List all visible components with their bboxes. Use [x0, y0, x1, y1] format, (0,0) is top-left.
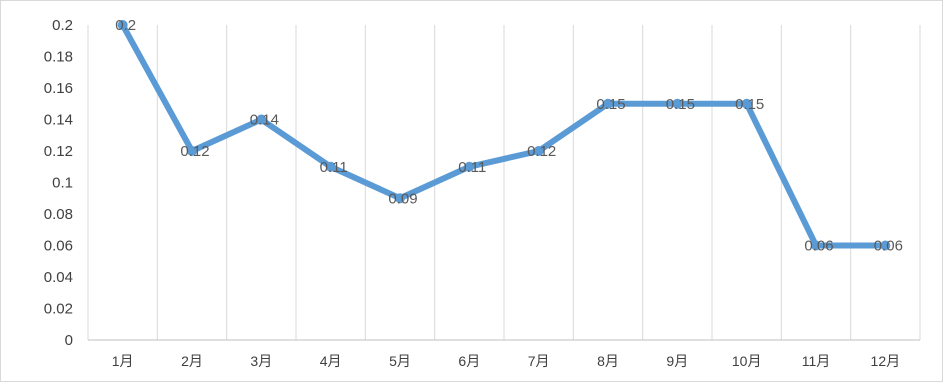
data-label: 0.06	[804, 238, 833, 255]
x-tick-label: 12月	[871, 353, 901, 369]
series-line	[119, 22, 889, 249]
data-label: 0.11	[320, 159, 348, 176]
data-label: 0.12	[180, 143, 209, 160]
y-tick-label: 0.2	[52, 17, 73, 34]
y-tick-label: 0.1	[52, 175, 73, 192]
y-tick-label: 0.02	[44, 301, 73, 318]
data-labels: 0.2 0.12 0.14 0.11 0.09 0.11 0.12 0.15 0.15 0.15 0…	[115, 17, 903, 255]
x-tick-label: 11月	[802, 353, 831, 369]
x-tick-label: 4月	[320, 353, 342, 369]
y-tick-label: 0.08	[44, 206, 73, 223]
data-label: 0.06	[874, 238, 903, 255]
series	[117, 20, 891, 251]
x-tick-label: 1月	[112, 353, 134, 369]
data-point	[117, 20, 128, 30]
y-tick-label: 0.14	[44, 112, 73, 129]
x-tick-label: 8月	[597, 353, 619, 369]
y-tick-label: 0.06	[44, 238, 73, 255]
data-label: 0.2	[115, 17, 136, 34]
y-tick-label: 0	[65, 332, 73, 349]
data-point	[464, 161, 475, 172]
data-label: 0.09	[388, 190, 417, 207]
data-label: 0.11	[458, 159, 486, 176]
data-point	[880, 240, 891, 251]
data-point	[811, 240, 821, 251]
x-tick-label: 5月	[389, 353, 411, 369]
data-label: 0.12	[527, 143, 556, 160]
x-tick-label: 3月	[250, 353, 272, 369]
y-tick-label: 0.18	[44, 49, 73, 66]
x-tick-label: 2月	[181, 353, 203, 369]
data-point	[741, 98, 752, 109]
data-point	[395, 193, 405, 204]
y-tick-label: 0.16	[44, 80, 73, 97]
data-point	[256, 114, 267, 125]
data-label: 0.15	[666, 96, 695, 113]
gridlines	[87, 25, 921, 340]
x-tick-label: 6月	[458, 353, 480, 369]
y-tick-labels: 0 0.02 0.04 0.06 0.08 0.1 0.12 0.14 0.16 0.18 0.2	[44, 17, 73, 349]
data-point	[187, 146, 197, 156]
data-label: 0.15	[735, 96, 764, 113]
data-label: 0.14	[250, 112, 279, 129]
data-point	[672, 98, 683, 109]
x-tick-label: 9月	[666, 353, 688, 369]
data-point	[325, 161, 336, 172]
x-tick-label: 10月	[732, 353, 762, 369]
y-tick-label: 0.04	[44, 269, 73, 286]
x-tick-label: 7月	[528, 353, 550, 369]
data-point	[533, 146, 544, 156]
y-tick-label: 0.12	[44, 143, 73, 160]
x-tick-labels: 1月 2月 3月 4月 5月 6月 7月 8月 9月 10月 11月 12月	[112, 353, 900, 369]
data-label: 0.15	[596, 96, 625, 113]
data-point	[603, 98, 613, 109]
